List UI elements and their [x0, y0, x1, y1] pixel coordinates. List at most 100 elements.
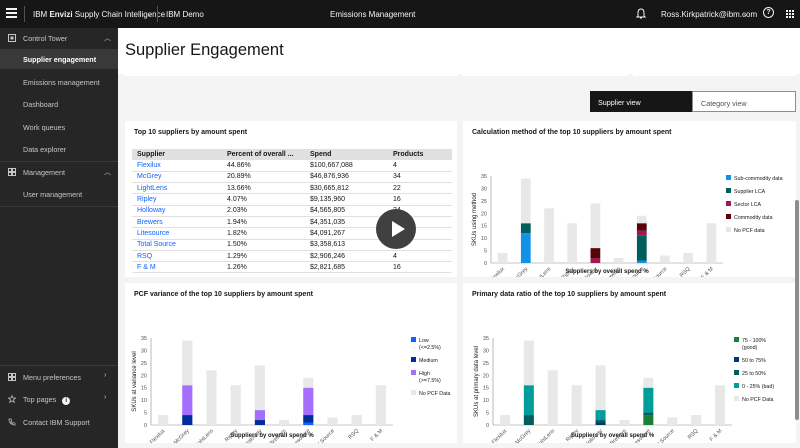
legend-swatch	[726, 188, 731, 193]
supplier-cell[interactable]: Holloway	[132, 205, 222, 217]
supplier-cell[interactable]: Litesource	[132, 227, 222, 240]
table-row: LightLens 13.66% $30,665,812 22	[132, 182, 452, 195]
bar-segment	[206, 370, 217, 425]
bar-segment	[643, 412, 654, 416]
chevron-down-icon[interactable]: ⌄	[146, 9, 153, 18]
supplier-view-tab[interactable]: Supplier view	[590, 91, 692, 112]
supplier-cell[interactable]: Brewers	[132, 216, 222, 229]
bar-segment	[643, 415, 654, 425]
sidebar-top-pages[interactable]: Top pages i ›	[0, 389, 118, 409]
products-cell: 16	[388, 261, 452, 274]
divider	[24, 6, 25, 22]
video-play-button[interactable]	[376, 209, 416, 249]
legend-label: (good)	[742, 345, 758, 351]
column-header[interactable]: Supplier	[132, 149, 222, 160]
sidebar-item-work-queues[interactable]: Work queues	[0, 117, 118, 137]
bar-segment	[636, 230, 647, 236]
bar-segment	[595, 365, 606, 411]
sidebar-item-data-explorer[interactable]: Data explorer	[0, 139, 118, 159]
column-header[interactable]: Products	[388, 149, 452, 160]
summary-card	[633, 66, 796, 76]
x-tick-label: LightLens	[535, 428, 556, 443]
bar-segment	[667, 417, 678, 425]
column-header[interactable]: Spend	[305, 149, 388, 160]
brand-suffix: Supply Chain Intelligence	[72, 10, 166, 19]
y-tick-label: 20	[481, 211, 487, 217]
bar-segment	[547, 370, 558, 425]
products-cell	[388, 216, 452, 229]
bar-segment	[571, 385, 582, 425]
sidebar-item-supplier-engagement[interactable]: Supplier engagement	[0, 49, 118, 69]
card-title: Calculation method of the top 10 supplie…	[472, 129, 672, 136]
supplier-cell[interactable]: Flexilux	[132, 160, 222, 172]
sidebar-item-management[interactable]: Management ︿	[0, 162, 118, 182]
bar-segment	[254, 410, 265, 421]
sidebar-item-label: Work queues	[23, 123, 66, 132]
sidebar-contact-support[interactable]: Contact IBM Support	[0, 412, 118, 432]
supplier-cell[interactable]: F & M	[132, 261, 222, 274]
percent-cell: 1.29%	[222, 250, 305, 263]
sidebar-item-emissions-management[interactable]: Emissions management	[0, 72, 118, 92]
bar-segment	[303, 377, 314, 388]
hamburger-menu-icon[interactable]	[6, 8, 17, 18]
legend-swatch	[411, 357, 416, 362]
sidebar-item-label: Dashboard	[23, 100, 59, 109]
summary-card	[462, 66, 628, 76]
supplier-cell[interactable]: Total Source	[132, 239, 222, 251]
table-row: RSQ 1.29% $2,906,246 4	[132, 250, 452, 263]
sidebar-item-dashboard[interactable]: Dashboard	[0, 94, 118, 114]
legend-label: Sub-commodity data	[734, 176, 783, 182]
x-axis-label: Suppliers by overall spend %	[565, 269, 649, 275]
spend-cell: $2,821,685	[305, 261, 388, 274]
bar-segment	[706, 223, 717, 263]
tenant-name[interactable]: IBM Demo	[166, 10, 204, 19]
divider	[157, 6, 158, 22]
legend-label: Supplier LCA	[734, 189, 766, 195]
bar-segment	[523, 385, 534, 416]
sidebar-item-label: Contact IBM Support	[23, 418, 90, 427]
sidebar-menu-preferences[interactable]: Menu preferences ›	[0, 367, 118, 387]
sidebar-item-control-tower[interactable]: Control Tower ︿	[0, 28, 118, 48]
y-tick-label: 25	[481, 199, 487, 205]
bar-segment	[567, 223, 578, 263]
supplier-cell[interactable]: McGrey	[132, 171, 222, 184]
bell-icon[interactable]	[635, 8, 647, 22]
sidebar: Control Tower ︿ Supplier engagement Emis…	[0, 28, 118, 448]
table-row: Total Source 1.50% $3,358,613	[132, 239, 452, 251]
x-tick-label: LightLens	[194, 428, 215, 443]
legend-swatch	[411, 370, 416, 375]
user-menu[interactable]: Ross.Kirkpatrick@ibm.com	[661, 10, 758, 19]
bar-segment	[636, 215, 647, 224]
y-tick-label: 30	[141, 348, 147, 354]
x-tick-label: F & M	[700, 266, 715, 277]
supplier-cell[interactable]: Ripley	[132, 193, 222, 206]
sidebar-item-label: Management	[23, 168, 65, 177]
app-switcher-icon[interactable]	[786, 10, 794, 18]
scrollbar[interactable]	[795, 200, 799, 420]
bar-segment	[590, 248, 601, 259]
legend-label: No PCF data	[734, 228, 765, 234]
spend-cell: $4,351,035	[305, 216, 388, 229]
calc-method-chart: 0 5 10 15 20 25 30 35 SKUs using method Suppliers…	[472, 174, 783, 277]
table-row: Brewers 1.94% $4,351,035	[132, 216, 452, 229]
bar-segment	[182, 340, 193, 386]
spend-cell: $46,876,936	[305, 171, 388, 184]
y-tick-label: 0	[484, 261, 487, 267]
divider	[0, 365, 118, 366]
legend-swatch	[411, 337, 416, 342]
legend-swatch	[734, 370, 739, 375]
column-header[interactable]: Percent of overall ...	[222, 149, 305, 160]
percent-cell: 1.50%	[222, 239, 305, 251]
y-tick-label: 0	[144, 423, 147, 429]
supplier-cell[interactable]: RSQ	[132, 250, 222, 263]
info-icon[interactable]: i	[62, 397, 71, 405]
sidebar-item-user-management[interactable]: User management	[0, 184, 118, 204]
category-view-tab[interactable]: Category view	[692, 91, 796, 112]
table-row: McGrey 20.89% $46,876,936 34	[132, 171, 452, 184]
product-name[interactable]: IBM Envizi Supply Chain Intelligence	[33, 10, 165, 19]
supplier-cell[interactable]: LightLens	[132, 182, 222, 195]
bar-segment	[595, 410, 606, 421]
chevron-down-icon[interactable]: ⌄	[742, 9, 749, 18]
help-icon[interactable]: ?	[763, 7, 774, 18]
x-tick-label: F & M	[709, 428, 724, 443]
